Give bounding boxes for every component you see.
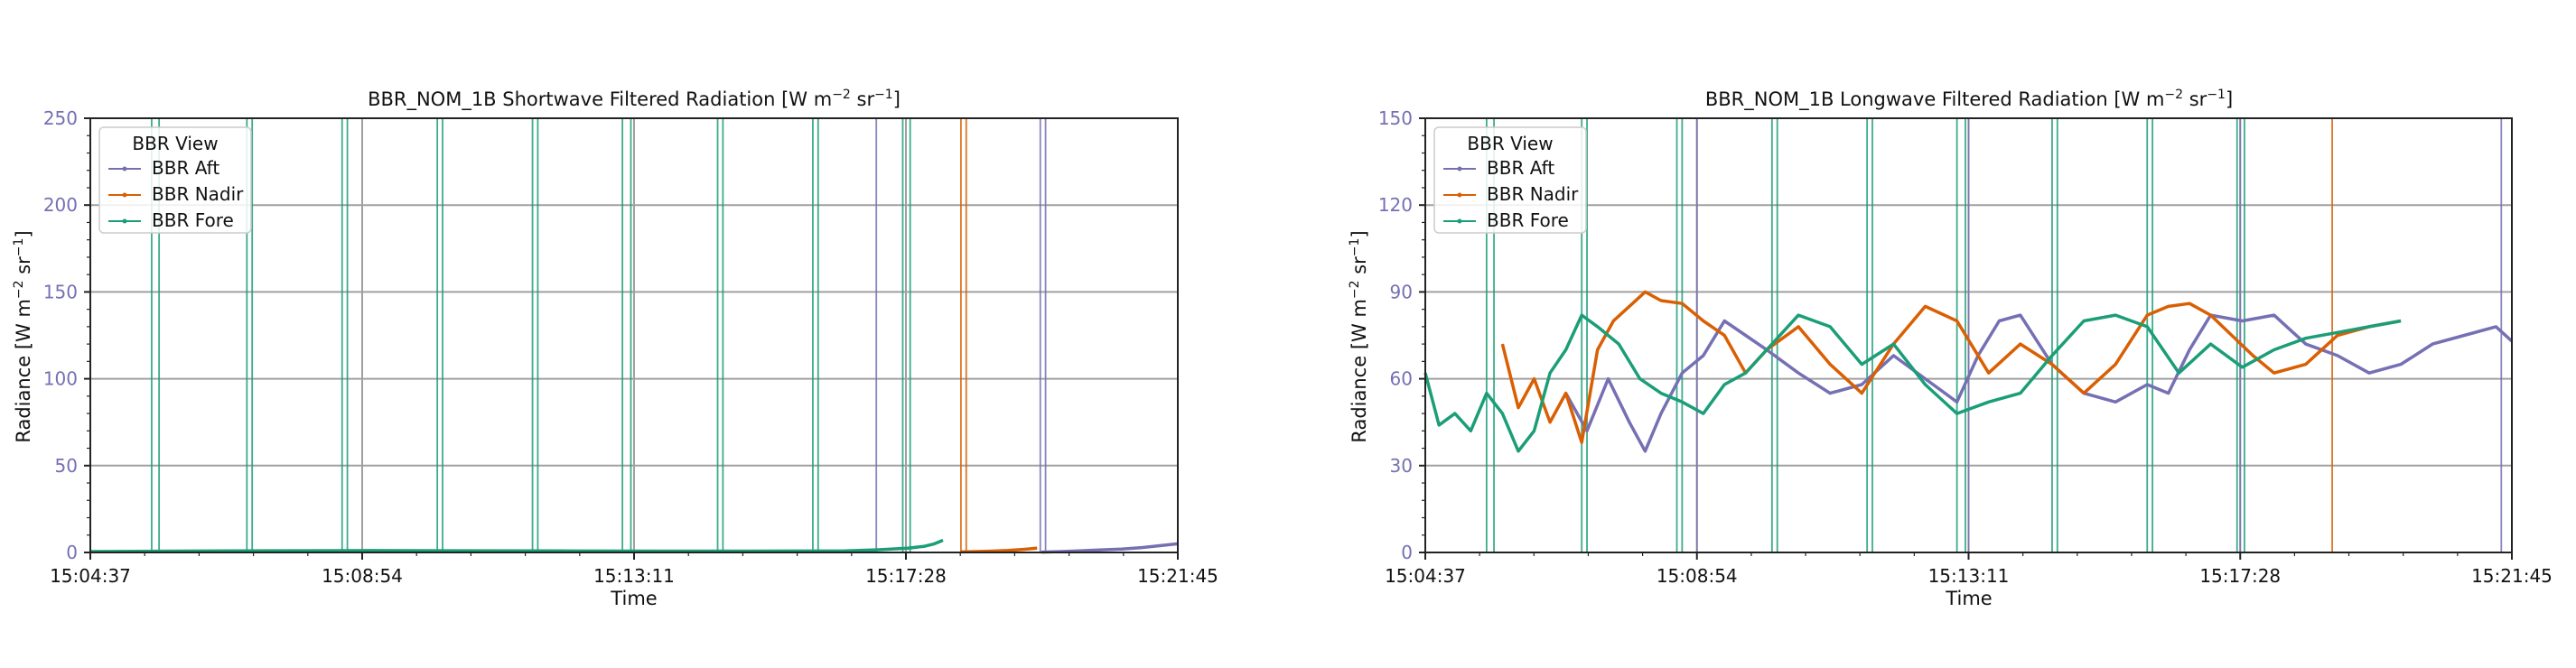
x-tick-label: 15:04:37 [1385,565,1466,587]
series-line-bbr-fore [89,538,944,553]
legend-marker [1457,166,1462,172]
legend-box [98,126,252,234]
y-tick-label: 120 [1378,194,1413,216]
legend-title: BBR View [1467,133,1553,154]
longwave-chart: BBR_NOM_1B Longwave Filtered Radiation [… [1348,88,2553,609]
legend-marker [122,218,127,224]
x-tick-label: 15:08:54 [322,565,403,587]
spikes [1485,118,2503,552]
x-tick-label: 15:17:28 [865,565,947,587]
y-tick-label: 250 [43,107,78,129]
y-tick-label: 50 [55,455,78,477]
series-line-bbr-nadir [1500,290,2402,444]
series-line-bbr-aft [1041,542,1179,554]
legend-box [1433,126,1587,234]
legend-entry-bbr-nadir: BBR Nadir [1487,183,1579,205]
x-tick-label: 15:21:45 [2471,565,2553,587]
legend-entry-bbr-aft: BBR Aft [1487,157,1554,179]
y-tick-label: 90 [1390,281,1413,302]
y-axis-label: Radiance [W m−2 sr−1] [1348,230,1370,442]
legend-entry-bbr-fore: BBR Fore [152,209,234,231]
legend-entry-bbr-nadir: BBR Nadir [152,183,244,205]
y-tick-label: 100 [43,368,78,390]
spikes [151,118,1047,552]
y-tick-label: 150 [43,281,78,302]
legend-title: BBR View [132,133,218,154]
legend-marker [1457,218,1462,224]
x-tick-label: 15:13:11 [1928,565,2010,587]
y-tick-label: 200 [43,194,78,216]
y-tick-label: 150 [1378,107,1413,129]
x-axis-label: Time [1945,588,1992,609]
x-tick-label: 15:04:37 [50,565,131,587]
y-tick-label: 30 [1390,455,1413,477]
x-tick-label: 15:17:28 [2199,565,2281,587]
x-tick-label: 15:21:45 [1137,565,1218,587]
legend-entry-bbr-aft: BBR Aft [152,157,219,179]
x-axis-label: Time [610,588,657,609]
series-line-bbr-aft [1564,313,2514,453]
series-line-bbr-nadir [960,546,1038,554]
x-tick-label: 15:13:11 [593,565,675,587]
y-axis-label: Radiance [W m−2 sr−1] [12,230,34,442]
y-tick-label: 0 [1401,542,1413,563]
legend-marker [1457,192,1462,198]
legend: BBR View BBR Aft BBR Nadir BBR Fore [98,126,252,234]
grid [89,117,1179,553]
y-tick-label: 60 [1390,368,1413,390]
legend-entry-bbr-fore: BBR Fore [1487,209,1569,231]
legend-marker [122,192,127,198]
legend-marker [122,166,127,172]
shortwave-chart: BBR_NOM_1B Shortwave Filtered Radiation … [12,88,1218,609]
series-line-bbr-fore [1423,313,2402,453]
x-tick-label: 15:08:54 [1657,565,1738,587]
legend: BBR View BBR Aft BBR Nadir BBR Fore [1433,126,1587,234]
y-tick-label: 0 [66,542,78,563]
chart-title: BBR_NOM_1B Longwave Filtered Radiation [… [1705,88,2233,111]
chart-title: BBR_NOM_1B Shortwave Filtered Radiation … [368,88,901,111]
